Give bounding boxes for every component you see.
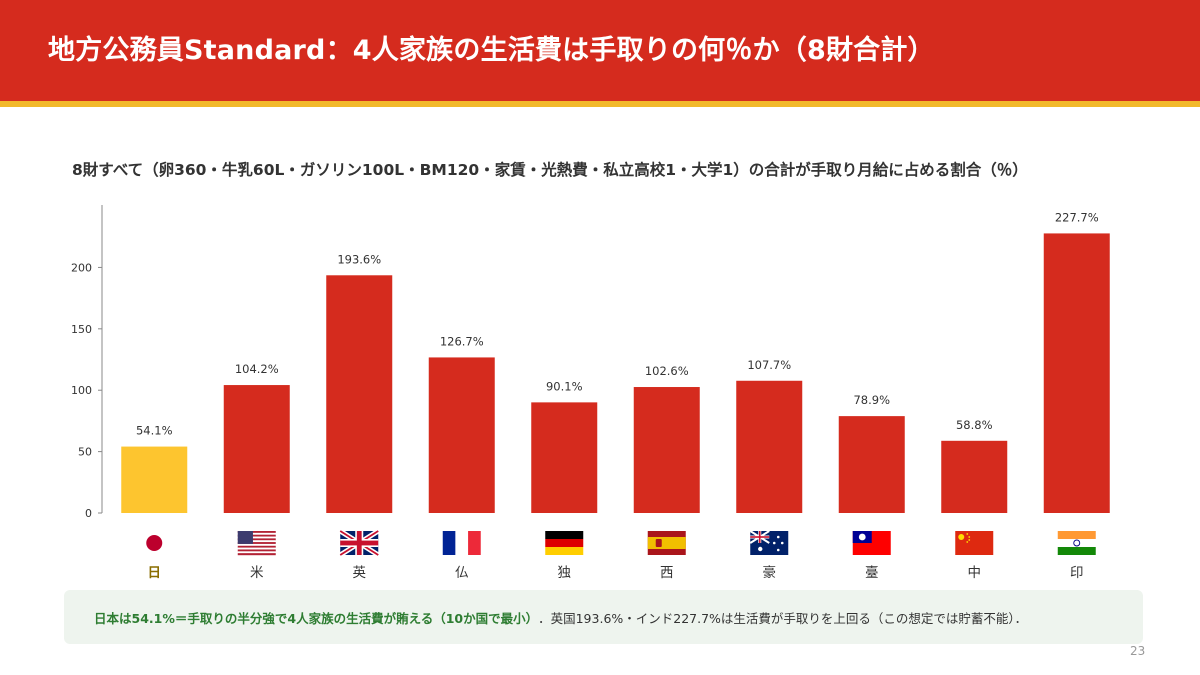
header-accent-stripe — [0, 101, 1200, 107]
category-label: 仏 — [455, 565, 469, 581]
japan-flag-icon — [146, 535, 163, 551]
data-label: 58.8% — [956, 418, 993, 432]
data-label: 193.6% — [337, 252, 381, 266]
uk-flag-icon — [338, 528, 380, 558]
summary-note: 日本は54.1%＝手取りの半分強で4人家族の生活費が賄える（10か国で最小） ．… — [64, 590, 1143, 644]
summary-highlight: 日本は54.1%＝手取りの半分強で4人家族の生活費が賄える（10か国で最小） — [94, 610, 539, 626]
data-label: 78.9% — [853, 393, 890, 407]
page-number: 23 — [1130, 644, 1146, 658]
bar — [223, 385, 290, 513]
bar — [838, 416, 905, 513]
data-label: 102.6% — [645, 364, 689, 378]
category-label: 西 — [660, 565, 674, 581]
y-tick-label: 50 — [78, 446, 92, 459]
summary-separator: ． — [538, 610, 551, 626]
bar — [736, 380, 803, 513]
bar — [941, 440, 1008, 513]
china-flag-icon — [955, 531, 994, 555]
y-tick-label: 200 — [71, 261, 92, 274]
category-label: 独 — [558, 565, 572, 581]
bar — [326, 275, 393, 513]
taiwan-flag-icon — [852, 531, 891, 555]
y-tick-label: 150 — [71, 323, 92, 336]
data-label: 227.7% — [1055, 210, 1099, 224]
y-tick-label: 0 — [85, 507, 92, 520]
australia-flag-icon — [749, 530, 789, 555]
data-label: 126.7% — [440, 334, 484, 348]
spain-flag-icon — [647, 531, 686, 555]
category-label: 印 — [1070, 565, 1084, 581]
header-bar — [0, 0, 1200, 101]
germany-flag-icon — [545, 531, 584, 555]
category-label: 中 — [968, 565, 982, 581]
bar — [1043, 233, 1110, 513]
data-label: 90.1% — [546, 379, 583, 393]
chart-subtitle: 8財すべて（卵360・牛乳60L・ガソリン100L・BM120・家賃・光熱費・私… — [72, 161, 1028, 179]
category-label: 臺 — [865, 565, 879, 581]
data-label: 104.2% — [235, 362, 279, 376]
category-label: 日 — [148, 565, 162, 581]
bar-chart: 0 50 100 150 200 54.1% 日 104.2% 米 193.6% 英 126.7% 仏 9… — [71, 205, 1110, 581]
summary-text: 英国193.6%・インド227.7%は生活費が手取りを上回る（この想定では貯蓄不… — [550, 610, 1028, 626]
data-label: 107.7% — [747, 358, 791, 372]
category-label: 豪 — [763, 565, 777, 581]
bar — [633, 387, 700, 513]
category-label: 米 — [250, 565, 264, 581]
y-tick-label: 100 — [71, 384, 92, 397]
india-flag-icon — [1057, 531, 1096, 555]
category-label: 英 — [353, 564, 367, 581]
data-label: 54.1% — [136, 424, 173, 438]
usa-flag-icon — [237, 531, 276, 556]
bar — [121, 446, 188, 513]
bar — [428, 357, 495, 513]
slide-title: 地方公務員Standard：4人家族の生活費は手取りの何％か（8財合計） — [48, 35, 935, 66]
bar — [531, 402, 598, 513]
france-flag-icon — [442, 531, 481, 555]
